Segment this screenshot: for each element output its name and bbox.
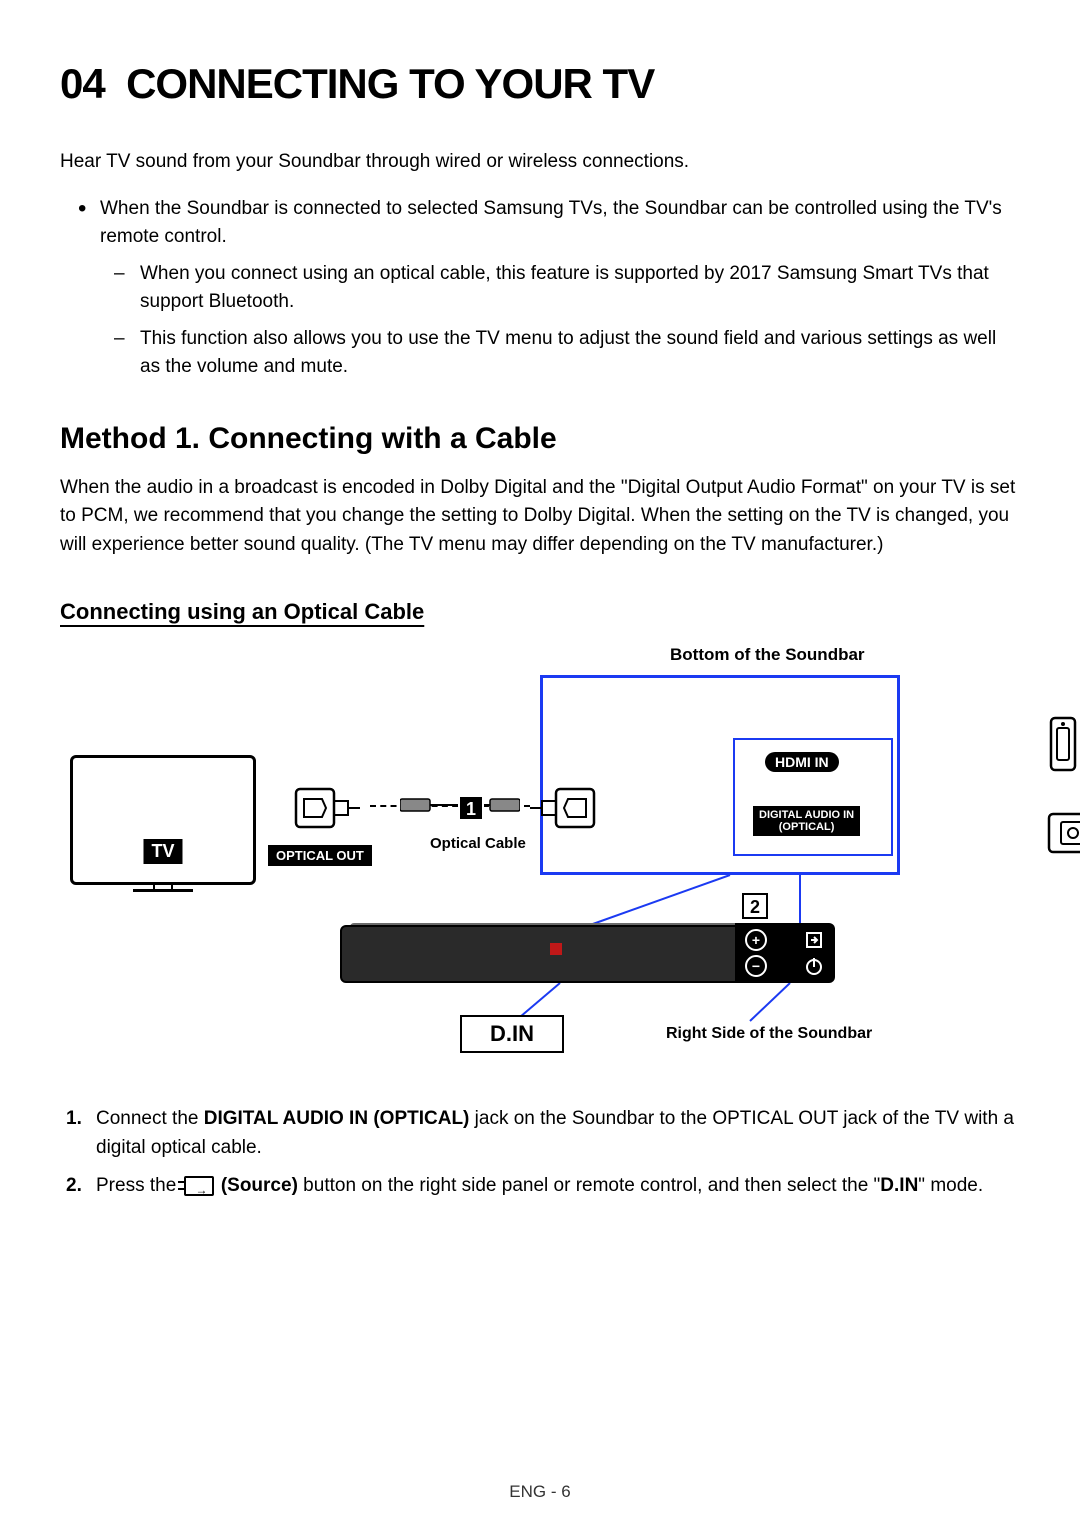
step-marker-1: 1 [458, 795, 484, 821]
connector-right-icon [530, 781, 600, 835]
hdmi-port-icon [1043, 714, 1080, 774]
sub-list: When you connect using an optical cable,… [100, 260, 1020, 382]
port-labels-box: HDMI IN DIGITAL AUDIO IN(OPTICAL) [733, 738, 893, 856]
sub-item-1: When you connect using an optical cable,… [140, 260, 1020, 317]
optical-port-icon [1043, 808, 1080, 858]
volume-up-icon: + [745, 929, 767, 951]
step2-prefix: Press the [96, 1175, 182, 1196]
step2-bold1: (Source) [216, 1175, 298, 1196]
step2-mid: button on the right side panel or remote… [298, 1175, 880, 1196]
method1-heading: Method 1. Connecting with a Cable [60, 422, 1020, 456]
optical-cable-label: Optical Cable [430, 835, 526, 852]
optical-heading: Connecting using an Optical Cable [60, 599, 1020, 625]
intro-text: Hear TV sound from your Soundbar through… [60, 148, 1020, 177]
heading-number: 04 [60, 60, 105, 107]
main-heading: 04 CONNECTING TO YOUR TV [60, 60, 1020, 108]
instruction-steps: Connect the DIGITAL AUDIO IN (OPTICAL) j… [60, 1105, 1020, 1201]
source-button-icon [803, 929, 825, 951]
bullet-item-1: When the Soundbar is connected to select… [100, 195, 1020, 382]
step-1: Connect the DIGITAL AUDIO IN (OPTICAL) j… [96, 1105, 1020, 1162]
soundbar-side-panel: + − [735, 923, 835, 983]
hdmi-label: HDMI IN [765, 752, 839, 772]
tv-box: TV [70, 755, 256, 885]
soundbar-body [340, 925, 790, 983]
step2-bold2: D.IN [880, 1175, 918, 1196]
bottom-soundbar-label: Bottom of the Soundbar [670, 645, 865, 665]
bullet-text-1: When the Soundbar is connected to select… [100, 198, 1002, 248]
step-2: Press the → (Source) button on the right… [96, 1172, 1020, 1201]
bullet-list: When the Soundbar is connected to select… [60, 195, 1020, 382]
sub-item-2: This function also allows you to use the… [140, 325, 1020, 382]
din-display: D.IN [460, 1015, 564, 1053]
connector-left-icon [290, 781, 360, 835]
right-side-label: Right Side of the Soundbar [666, 1025, 872, 1043]
connection-diagram: Bottom of the Soundbar HDMI IN DIGITAL A… [60, 645, 1020, 1075]
method1-text: When the audio in a broadcast is encoded… [60, 474, 1020, 560]
digital-audio-label: DIGITAL AUDIO IN(OPTICAL) [753, 806, 860, 836]
page-footer: ENG - 6 [509, 1482, 570, 1502]
soundbar-bottom-outline: HDMI IN DIGITAL AUDIO IN(OPTICAL) [540, 675, 900, 875]
tv-label: TV [143, 839, 182, 864]
heading-title: CONNECTING TO YOUR TV [126, 60, 654, 107]
step2-suffix: " mode. [918, 1175, 983, 1196]
step1-bold: DIGITAL AUDIO IN (OPTICAL) [204, 1108, 470, 1129]
optical-out-label: OPTICAL OUT [268, 845, 372, 866]
step1-prefix: Connect the [96, 1108, 204, 1129]
power-icon [803, 955, 825, 977]
soundbar-indicator [550, 943, 562, 955]
tv-stand-icon [133, 884, 193, 892]
volume-down-icon: − [745, 955, 767, 977]
source-icon: → [184, 1176, 214, 1196]
